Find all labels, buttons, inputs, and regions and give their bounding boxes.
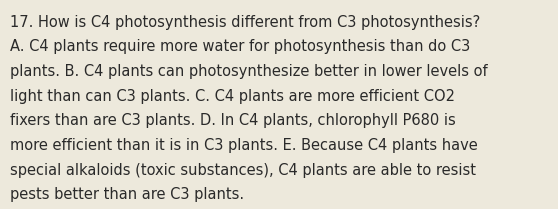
Text: plants. B. C4 plants can photosynthesize better in lower levels of: plants. B. C4 plants can photosynthesize… (10, 64, 488, 79)
Text: pests better than are C3 plants.: pests better than are C3 plants. (10, 187, 244, 202)
Text: 17. How is C4 photosynthesis different from C3 photosynthesis?: 17. How is C4 photosynthesis different f… (10, 15, 480, 30)
Text: fixers than are C3 plants. D. In C4 plants, chlorophyll P680 is: fixers than are C3 plants. D. In C4 plan… (10, 113, 456, 128)
Text: A. C4 plants require more water for photosynthesis than do C3: A. C4 plants require more water for phot… (10, 39, 470, 54)
Text: special alkaloids (toxic substances), C4 plants are able to resist: special alkaloids (toxic substances), C4… (10, 163, 476, 178)
Text: light than can C3 plants. C. C4 plants are more efficient CO2: light than can C3 plants. C. C4 plants a… (10, 89, 455, 104)
Text: more efficient than it is in C3 plants. E. Because C4 plants have: more efficient than it is in C3 plants. … (10, 138, 478, 153)
